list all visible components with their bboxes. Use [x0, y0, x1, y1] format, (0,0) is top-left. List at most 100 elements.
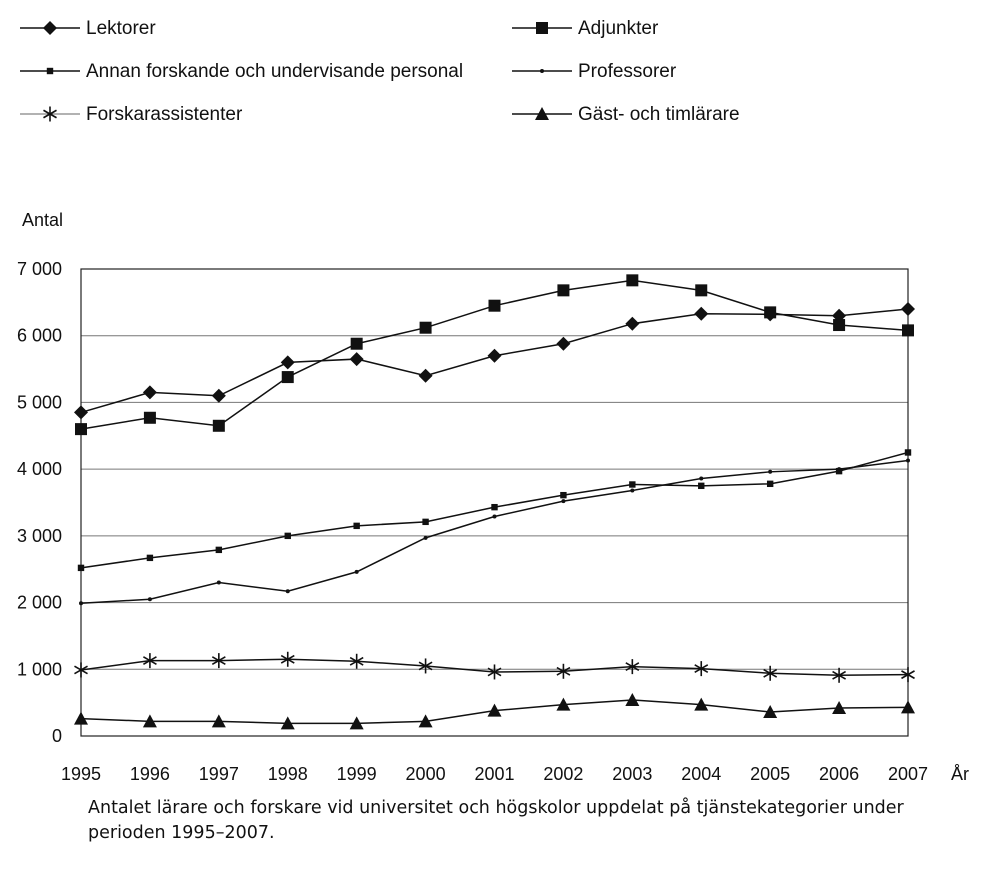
data-point [625, 316, 640, 331]
data-point [142, 714, 157, 728]
data-point [556, 336, 571, 351]
legend-label: Annan forskande och undervisande persona… [86, 61, 463, 82]
x-tick-label: 2007 [888, 764, 928, 784]
x-tick-label: 1999 [337, 764, 377, 784]
data-point [75, 423, 87, 436]
data-point [560, 491, 567, 499]
data-point [211, 653, 226, 669]
series-2 [77, 449, 912, 572]
x-tick-labels: 1995 1996 1997 1998 1999 2000 2001 2002 2003 2004… [61, 764, 928, 784]
y-tick-label: 4 000 [17, 459, 62, 479]
legend-marker [536, 22, 548, 34]
data-point [419, 321, 432, 334]
data-point [147, 597, 152, 602]
data-point [833, 319, 846, 332]
data-point [557, 284, 570, 297]
data-point [280, 716, 295, 730]
data-point [74, 711, 88, 725]
legend-item: Adjunkter [512, 18, 659, 39]
series-4 [74, 651, 915, 683]
data-point [901, 667, 915, 683]
y-tick-label: 0 [52, 726, 62, 746]
data-point [832, 667, 847, 683]
legend-label: Forskarassistenter [86, 104, 243, 125]
data-point [354, 569, 359, 574]
data-point [630, 488, 635, 493]
legend-item: Gäst- och timlärare [512, 104, 740, 125]
data-point [487, 703, 502, 717]
series-5 [74, 692, 915, 730]
data-point [488, 299, 501, 312]
data-point [212, 419, 225, 432]
data-point [280, 355, 295, 370]
data-point [74, 662, 88, 678]
data-point [215, 546, 223, 554]
data-point [768, 469, 773, 474]
data-point [211, 388, 226, 403]
data-point [763, 665, 778, 681]
data-point [142, 653, 157, 669]
series-0 [74, 302, 915, 420]
data-point [837, 467, 842, 472]
data-point [556, 697, 571, 711]
chart: Lektorer Adjunkter Annan forskande och und… [17, 18, 969, 784]
data-point [625, 692, 640, 706]
data-point [349, 716, 364, 730]
data-point [285, 589, 290, 594]
y-axis-title: Antal [22, 210, 63, 230]
legend-label: Lektorer [86, 18, 156, 39]
data-point [418, 714, 433, 728]
plot-frame [80, 268, 909, 737]
data-point [216, 580, 221, 585]
data-point [902, 324, 914, 337]
legend-label: Professorer [578, 61, 677, 82]
y-tick-label: 7 000 [17, 259, 62, 279]
data-point [904, 449, 912, 456]
y-tick-label: 1 000 [17, 659, 62, 679]
data-point [350, 337, 363, 350]
data-point [487, 664, 502, 680]
legend-marker [46, 67, 54, 75]
y-tick-labels: 0 1 000 2 000 3 000 4 000 5 000 6 000 7 000 [17, 259, 62, 746]
x-tick-label: 2006 [819, 764, 859, 784]
data-point [699, 476, 704, 481]
data-point [74, 405, 88, 420]
x-tick-label: 1998 [268, 764, 308, 784]
data-point [349, 352, 364, 367]
series-3 [79, 458, 910, 606]
legend-marker [43, 21, 57, 35]
series-group [74, 274, 915, 730]
x-tick-label: 2004 [681, 764, 721, 784]
data-point [766, 480, 774, 488]
data-point [625, 659, 640, 675]
x-tick-label: 2002 [543, 764, 583, 784]
data-point [694, 306, 709, 321]
legend-marker [535, 107, 549, 120]
legend-item: Forskarassistenter [20, 104, 243, 125]
data-point [422, 518, 429, 526]
x-tick-label: 2003 [612, 764, 652, 784]
data-point [418, 658, 433, 674]
legend-item: Professorer [512, 61, 677, 82]
data-point [698, 482, 705, 490]
data-point [832, 700, 847, 714]
series-1 [75, 274, 914, 436]
data-point [284, 532, 291, 540]
figure-caption: Antalet lärare och forskare vid universi… [88, 798, 904, 843]
data-point [418, 368, 433, 383]
data-point [626, 274, 639, 287]
data-point [423, 535, 428, 540]
data-point [835, 467, 843, 475]
y-tick-label: 2 000 [17, 593, 62, 613]
legend-label: Adjunkter [578, 18, 659, 39]
data-point [491, 503, 498, 511]
data-point [763, 704, 778, 718]
data-point [906, 458, 910, 463]
legend-marker [43, 106, 57, 122]
x-tick-label: 1996 [130, 764, 170, 784]
x-tick-label: 1995 [61, 764, 101, 784]
data-point [143, 411, 156, 424]
data-point [77, 564, 85, 572]
gridlines [81, 335, 908, 670]
data-point [353, 522, 360, 530]
